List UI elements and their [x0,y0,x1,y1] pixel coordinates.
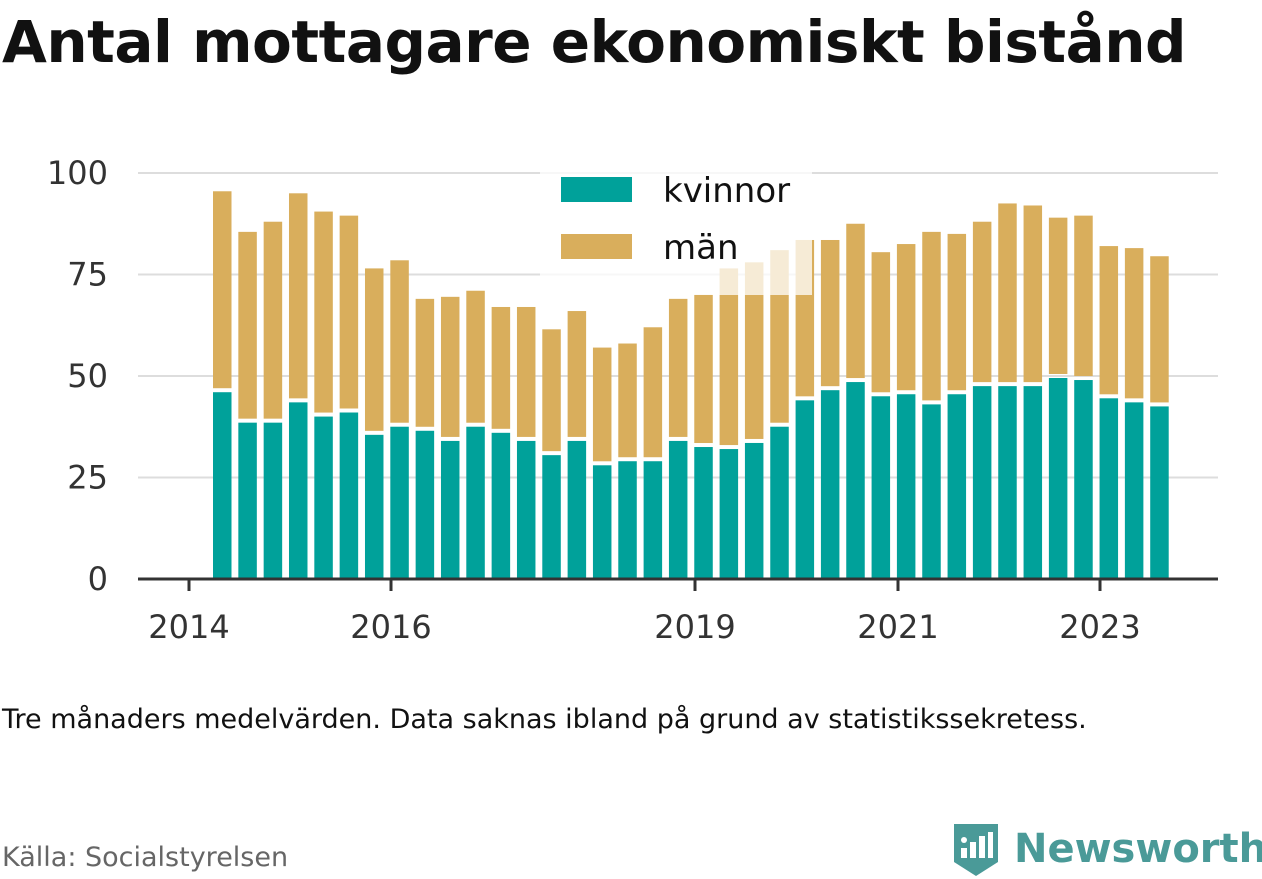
bar-man [820,239,840,387]
y-tick-label: 100 [47,154,108,192]
bar-man [542,329,561,452]
bar-kvinnor [516,440,536,579]
bar-kvinnor [491,432,511,579]
chart-title: Antal mottagare ekonomiskt bistånd [2,8,1187,76]
y-tick-label: 0 [88,560,108,598]
legend-label-kvinnor: kvinnor [663,171,790,211]
brand-name: Newsworthy [1014,826,1262,872]
bar-man [947,233,967,391]
bar-man [668,298,688,437]
bar-kvinnor [922,404,941,579]
bar-man [491,306,511,429]
stacked-bar-chart: 0 25 50 75 100 kvinnor män 2014 2016 2019 2021 2023 [47,154,1218,646]
x-tick-label: 2014 [148,608,229,646]
bar-man [288,193,308,399]
bar-kvinnor [795,400,815,579]
bar-man [440,296,460,437]
bar-man [998,203,1017,383]
bar-kvinnor [1023,386,1043,579]
bar-kvinnor [820,390,840,579]
bar-man [516,306,536,437]
bar-kvinnor [213,392,232,579]
bar-kvinnor [339,412,359,579]
bar-kvinnor [947,394,967,579]
bar-kvinnor [1124,402,1144,579]
bar-kvinnor [415,430,435,579]
bar-man [390,260,409,423]
bar-man [871,252,891,393]
bar-man [339,215,359,409]
bar-man [896,244,916,391]
bar-man [364,268,384,431]
bar-kvinnor [719,449,739,579]
bar-man [643,327,663,458]
bar-man [314,211,333,413]
chart-note: Tre månaders medelvärden. Data saknas ib… [2,704,1087,735]
legend-swatch-man [561,234,632,259]
y-tick-label: 50 [67,357,108,395]
bar-kvinnor [238,422,257,579]
bar-man [592,347,612,462]
bar-man [618,343,637,458]
bar-kvinnor [972,386,992,579]
bar-man [1150,256,1169,403]
legend-label-man: män [663,228,739,268]
bar-man [922,231,941,401]
bar-kvinnor [390,426,409,579]
x-tick-label: 2016 [350,608,431,646]
bar-man [415,298,435,427]
bar-kvinnor [314,416,333,579]
source-label: Källa: Socialstyrelsen [2,842,289,873]
bar-kvinnor [998,386,1017,579]
bar-man [238,231,257,419]
bar-kvinnor [288,402,308,579]
bar-kvinnor [263,422,283,579]
bar-man [1048,217,1068,374]
bar-man [1099,246,1119,395]
bar-kvinnor [542,455,561,579]
bar-kvinnor [1099,398,1119,579]
newsworthy-logo: Newsworthy [950,820,1262,878]
bar-man [567,311,587,437]
y-tick-label: 25 [67,459,108,497]
bar-man [1023,205,1043,383]
bar-man [846,223,865,379]
bar-kvinnor [668,440,688,579]
newsworthy-icon [954,824,998,876]
bar-kvinnor [466,426,485,579]
bar-man [466,290,485,423]
bar-kvinnor [1074,380,1093,579]
bar-man [1074,215,1093,377]
legend-swatch-kvinnor [561,177,632,202]
bar-kvinnor [440,440,460,579]
bar-kvinnor [592,465,612,579]
bar-kvinnor [846,382,865,579]
bar-kvinnor [567,440,587,579]
bar-kvinnor [1048,378,1068,579]
x-tick-label: 2021 [857,608,938,646]
bar-kvinnor [643,461,663,579]
bar-man [694,294,713,444]
bar-man [213,191,232,389]
bar-man [744,262,764,439]
bar-kvinnor [694,447,713,579]
x-tick-label: 2023 [1059,608,1140,646]
y-tick-label: 75 [67,256,108,294]
bar-kvinnor [1150,406,1169,579]
x-tick-label: 2019 [654,608,735,646]
bar-man [972,221,992,383]
bar-kvinnor [896,394,916,579]
bar-man [719,268,739,446]
bar-kvinnor [871,396,891,579]
bar-kvinnor [770,426,789,579]
bar-man [1124,248,1144,399]
bar-kvinnor [618,461,637,579]
bar-kvinnor [744,442,764,579]
bar-kvinnor [364,434,384,579]
bar-man [263,221,283,419]
